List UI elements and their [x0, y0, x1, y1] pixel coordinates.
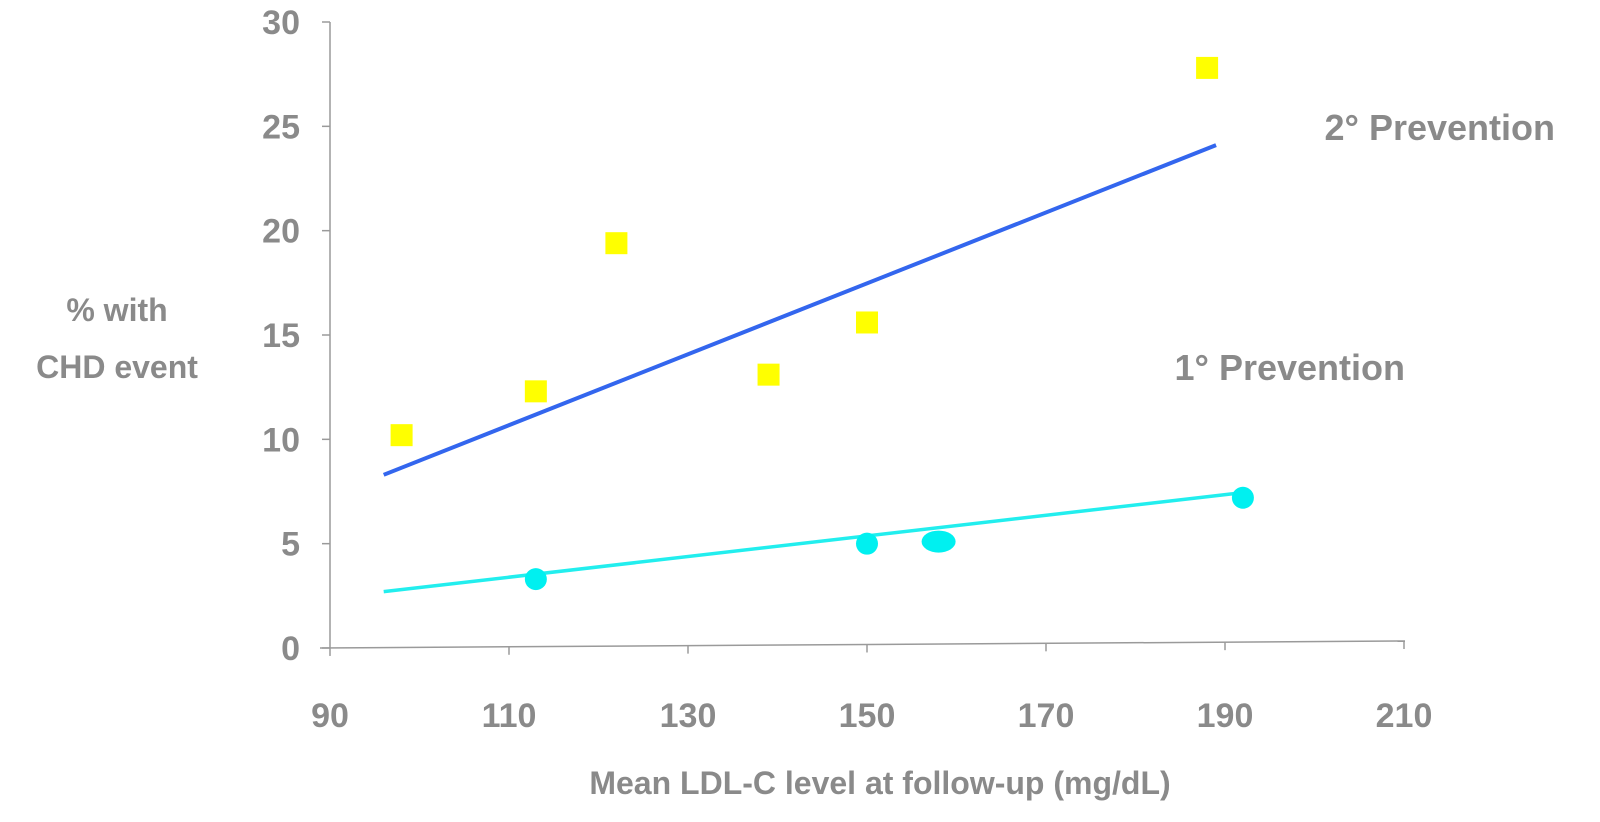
trend-lines	[382, 143, 1235, 594]
data-point-secondary-prevention	[856, 311, 878, 334]
y-axis-label-line-2: CHD event	[36, 349, 198, 385]
y-tick-label: 10	[262, 421, 300, 459]
trend-line-primary-prevention	[383, 491, 1235, 594]
x-tick-label: 170	[1018, 697, 1075, 735]
x-tick-label: 190	[1197, 697, 1254, 735]
data-point-primary-prevention	[856, 532, 878, 555]
y-tick-label: 0	[281, 630, 300, 668]
data-points	[390, 56, 1254, 591]
data-point-secondary-prevention	[1196, 56, 1219, 79]
data-point-primary-prevention	[524, 568, 547, 591]
data-point-secondary-prevention	[524, 380, 547, 403]
x-axis-ticks: 90 110 130 150 170 190 210	[311, 641, 1432, 735]
y-tick-label: 30	[262, 4, 300, 42]
x-tick-label: 130	[660, 697, 717, 735]
x-axis-line	[319, 640, 1406, 649]
data-point-secondary-prevention	[605, 232, 628, 255]
series-label-primary-prevention: 1° Prevention	[1175, 347, 1405, 388]
series-label-secondary-prevention: 2° Prevention	[1325, 107, 1555, 148]
data-point-secondary-prevention	[390, 424, 413, 447]
x-tick-label: 90	[311, 697, 349, 735]
y-tick-label: 25	[262, 108, 300, 146]
x-axis-label: Mean LDL-C level at follow-up (mg/dL)	[589, 765, 1170, 801]
x-tick-label: 150	[839, 697, 896, 735]
y-tick-label: 15	[262, 317, 300, 355]
y-axis-ticks: 0 5 10 15 20 25 30	[262, 4, 330, 668]
y-axis-label-line-1: % with	[66, 292, 167, 328]
x-tick-label: 110	[482, 697, 537, 735]
y-tick-label: 20	[262, 213, 300, 251]
data-point-primary-prevention	[921, 530, 956, 553]
y-tick-label: 5	[281, 526, 300, 564]
x-tick-label: 210	[1376, 697, 1433, 735]
data-point-secondary-prevention	[757, 363, 780, 386]
trend-line-secondary-prevention	[382, 143, 1217, 477]
data-point-primary-prevention	[1231, 486, 1254, 509]
